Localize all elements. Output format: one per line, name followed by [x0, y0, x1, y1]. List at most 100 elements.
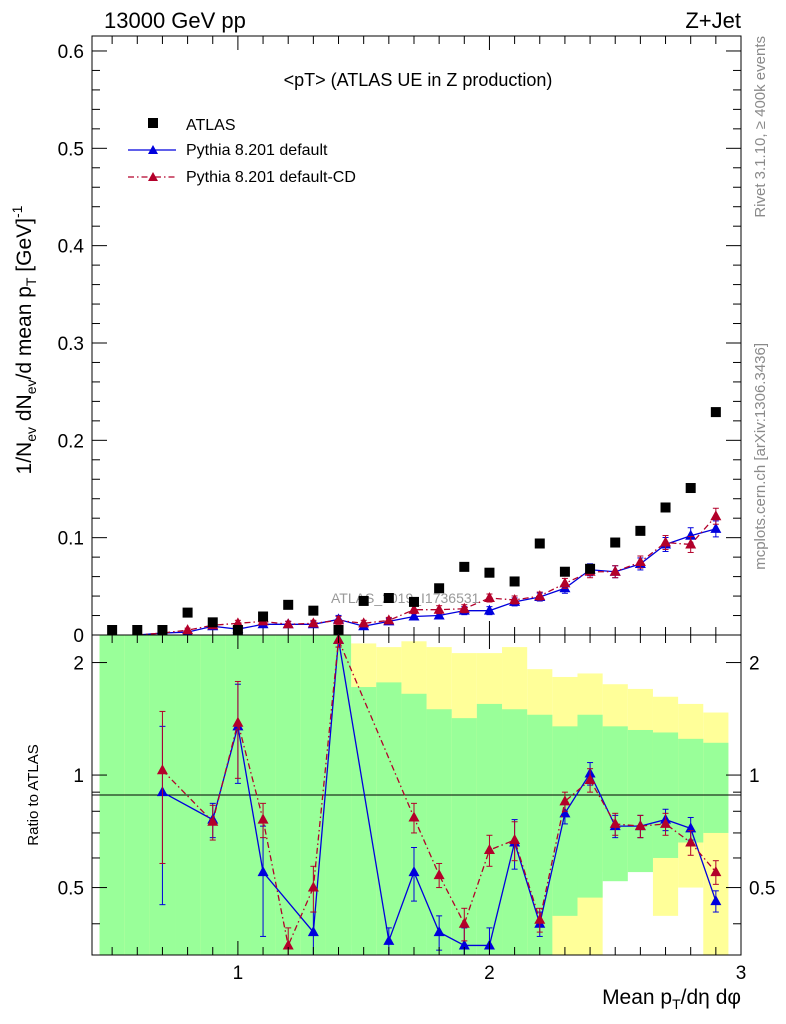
atlas-data-point — [660, 502, 671, 513]
ratio-triangle-marker — [383, 934, 395, 945]
ratio-green-band — [703, 742, 729, 833]
atlas-data-point — [182, 607, 193, 618]
atlas-data-point — [258, 611, 269, 622]
atlas-data-point — [685, 483, 696, 494]
main-triangle-marker — [559, 577, 571, 588]
ratio-triangle-marker — [534, 913, 546, 924]
ratio-green-band — [376, 682, 402, 955]
ratio-triangle-marker — [685, 822, 697, 833]
atlas-data-point — [559, 566, 570, 577]
ratio-triangle-marker — [433, 869, 445, 880]
legend-atlas-label: ATLAS — [186, 117, 236, 134]
main-y-tick-label: 0.5 — [58, 139, 84, 160]
main-triangle-marker — [660, 536, 672, 547]
atlas-data-point — [333, 625, 344, 635]
ratio-triangle-marker — [559, 807, 571, 818]
atlas-data-point — [710, 407, 721, 418]
ratio-y-tick-label-right: 2 — [749, 654, 760, 675]
ratio-y-tick-label-left: 0.5 — [58, 879, 84, 900]
main-triangle-marker — [609, 565, 621, 576]
ratio-triangle-marker — [207, 815, 219, 826]
legend: ATLAS Pythia 8.201 default Pythia 8.201 … — [128, 117, 356, 186]
main-triangle-marker — [710, 510, 722, 521]
ratio-triangle-marker — [458, 917, 470, 928]
main-triangle-marker — [534, 590, 546, 601]
atlas-data-point — [358, 595, 369, 606]
ratio-x-axis-label: Mean pT/dη dφ — [602, 986, 741, 1012]
legend-default-cd-marker — [148, 172, 158, 181]
main-triangle-marker — [458, 602, 470, 613]
atlas-data-point — [232, 625, 243, 635]
main-triangle-marker — [509, 593, 521, 604]
ratio-triangle-marker — [408, 866, 420, 877]
ratio-triangle-marker — [685, 836, 697, 847]
main-y-tick-labels: 0 0.1 0.2 0.3 0.4 0.5 0.6 — [58, 42, 85, 647]
ratio-triangle-marker — [257, 866, 269, 877]
atlas-data-point — [610, 537, 621, 548]
ratio-x-tick-label: 3 — [736, 963, 747, 984]
ratio-triangle-marker — [307, 881, 319, 892]
atlas-data-point — [308, 605, 319, 616]
ratio-panel: 0.5 0.5 1 1 2 2 1 2 3 Ratio to ATLAS Mean pT/dη … — [25, 633, 776, 1012]
atlas-data-point — [509, 576, 520, 587]
rivet-label: Rivet 3.1.10, ≥ 400k events — [752, 36, 769, 218]
legend-entry-default-cd: Pythia 8.201 default-CD — [128, 169, 356, 186]
main-panel: 0 0.1 0.2 0.3 0.4 0.5 0.6 <pT> (ATLAS UE in Z … — [9, 35, 742, 647]
ratio-triangle-marker — [433, 926, 445, 937]
main-title: <pT> (ATLAS UE in Z production) — [284, 70, 553, 90]
atlas-data-point — [585, 563, 596, 574]
main-y-tick-label: 0.1 — [58, 529, 84, 550]
ratio-green-band — [577, 714, 603, 898]
ratio-y-tick-label-right: 0.5 — [749, 879, 775, 900]
main-series-line — [137, 515, 717, 636]
ratio-triangle-marker — [232, 716, 244, 727]
main-y-tick-label: 0.2 — [58, 431, 84, 452]
ratio-panel-frame — [91, 634, 742, 956]
watermark: ATLAS_2019_I1736531 — [331, 590, 480, 606]
ratio-green-band — [476, 703, 503, 955]
mcplots-label: mcplots.cern.ch [arXiv:1306.3436] — [752, 343, 769, 570]
main-triangle-marker — [483, 604, 495, 615]
atlas-data-point — [207, 617, 218, 628]
atlas-data-point — [635, 525, 646, 536]
ratio-triangle-marker — [634, 820, 646, 831]
ratio-triangle-marker — [483, 844, 495, 855]
main-triangle-marker — [483, 592, 495, 603]
legend-default-marker — [148, 145, 158, 154]
ratio-triangle-marker — [307, 926, 319, 937]
ratio-triangle-marker — [710, 866, 722, 877]
header-left: 13000 GeV pp — [104, 8, 246, 33]
ratio-ticks — [92, 635, 742, 955]
main-triangle-marker — [383, 614, 395, 625]
main-y-tick-label: 0.3 — [58, 334, 84, 355]
main-y-ticks — [92, 36, 741, 636]
ratio-green-band — [351, 687, 377, 955]
atlas-data-point — [383, 593, 394, 604]
main-triangle-marker — [710, 522, 722, 533]
ratio-tick-labels: 0.5 0.5 1 1 2 2 1 2 3 — [58, 654, 776, 984]
ratio-triangle-marker — [559, 795, 571, 806]
main-triangle-marker — [685, 538, 697, 549]
legend-default-cd-label: Pythia 8.201 default-CD — [186, 169, 356, 186]
atlas-data-point — [534, 538, 545, 549]
ratio-triangle-marker — [509, 834, 521, 845]
atlas-data-point — [484, 567, 495, 578]
ratio-triangle-marker — [710, 895, 722, 906]
ratio-series-layer — [156, 633, 722, 956]
ratio-triangle-marker — [156, 764, 168, 775]
main-triangle-marker — [408, 610, 420, 621]
ratio-triangle-marker — [458, 939, 470, 950]
ratio-y-tick-label-left: 2 — [73, 654, 84, 675]
ratio-triangle-marker — [257, 813, 269, 824]
main-triangle-marker — [358, 617, 370, 628]
main-triangle-marker — [333, 614, 345, 625]
main-y-tick-label: 0 — [73, 626, 84, 647]
main-series-layer — [107, 407, 722, 639]
main-y-tick-label: 0.4 — [58, 237, 85, 258]
atlas-data-point — [283, 599, 294, 610]
main-y-tick-label: 0.6 — [58, 42, 84, 63]
ratio-y-axis-label: Ratio to ATLAS — [25, 744, 42, 845]
main-series-line — [137, 528, 717, 636]
ratio-triangle-marker — [660, 817, 672, 828]
